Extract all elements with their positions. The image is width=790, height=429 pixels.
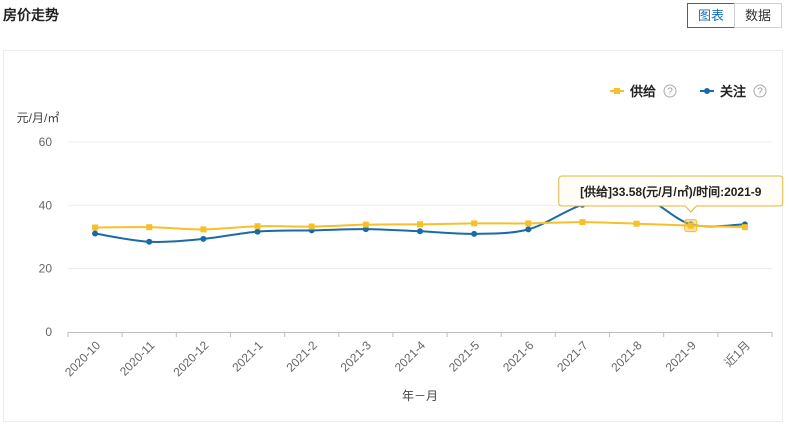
hover-highlight-marker [684, 219, 698, 233]
help-icon-glyph: ? [667, 87, 673, 98]
legend-attention-label: 关注 [720, 84, 746, 99]
point-attention [471, 230, 478, 237]
point-supply [92, 224, 99, 231]
point-supply [417, 221, 423, 228]
x-axis-title: 年－月 [402, 389, 438, 403]
tooltip-pointer [684, 205, 698, 213]
point-supply [633, 220, 640, 227]
point-supply [308, 223, 315, 230]
tab-data[interactable]: 数据 [733, 3, 782, 28]
y-tick-label: 40 [39, 198, 53, 212]
point-supply [362, 221, 369, 228]
x-tick-label: 2021-6 [500, 338, 537, 375]
legend-attention-marker [704, 88, 710, 94]
point-attention [146, 238, 153, 245]
price-trend-chart: 0 20 40 60 2020-10 2020-11 2020-12 2021-1 2021-2… [17, 84, 784, 403]
point-supply [741, 224, 748, 231]
help-icon [753, 84, 767, 98]
legend-supply-marker [614, 88, 620, 94]
x-tick-label: 2021-4 [392, 338, 429, 375]
point-attention [92, 230, 99, 237]
legend-supply-label: 供给 [629, 84, 656, 99]
x-tick-label: 2021-3 [338, 338, 375, 375]
chart-panel: 0 20 40 60 2020-10 2020-11 2020-12 2021-1 2021-2… [3, 50, 784, 422]
view-toggle: 图表 数据 [686, 3, 782, 28]
point-attention [417, 228, 423, 235]
x-tick-label: 2021-2 [283, 338, 320, 375]
x-tick-label: 2020-12 [170, 338, 211, 379]
help-icon-glyph: ? [757, 87, 763, 98]
x-tick-label: 2021-5 [446, 338, 483, 375]
point-supply [687, 222, 694, 229]
tab-chart[interactable]: 图表 [686, 3, 735, 28]
point-attention [254, 228, 261, 235]
x-tick-label: 2021-9 [663, 338, 700, 375]
x-tick-label: 2020-11 [117, 338, 158, 379]
point-supply [525, 220, 532, 227]
y-tick-label: 0 [45, 325, 52, 339]
point-supply [146, 224, 153, 231]
point-attention [525, 226, 532, 233]
x-tick-label: 2021-8 [608, 338, 645, 375]
y-tick-label: 20 [39, 262, 53, 276]
y-axis-unit: 元/月/㎡ [17, 111, 60, 125]
tooltip-text: [供给]33.58(元/月/㎡)/时间:2021-9 [580, 184, 762, 199]
y-tick-label: 60 [39, 135, 53, 149]
page-title: 房价走势 [3, 7, 59, 23]
point-supply [200, 226, 207, 233]
x-tick-label: 2021-1 [229, 338, 266, 375]
tooltip-box [558, 175, 784, 207]
point-supply [579, 219, 586, 226]
x-tick-label: 2021-7 [554, 338, 591, 375]
point-supply [471, 220, 478, 227]
x-tick-label: 2020-10 [62, 338, 103, 379]
point-supply [254, 223, 261, 230]
help-icon [663, 84, 677, 98]
point-attention [200, 235, 207, 242]
x-tick-label: 近1月 [721, 338, 753, 370]
